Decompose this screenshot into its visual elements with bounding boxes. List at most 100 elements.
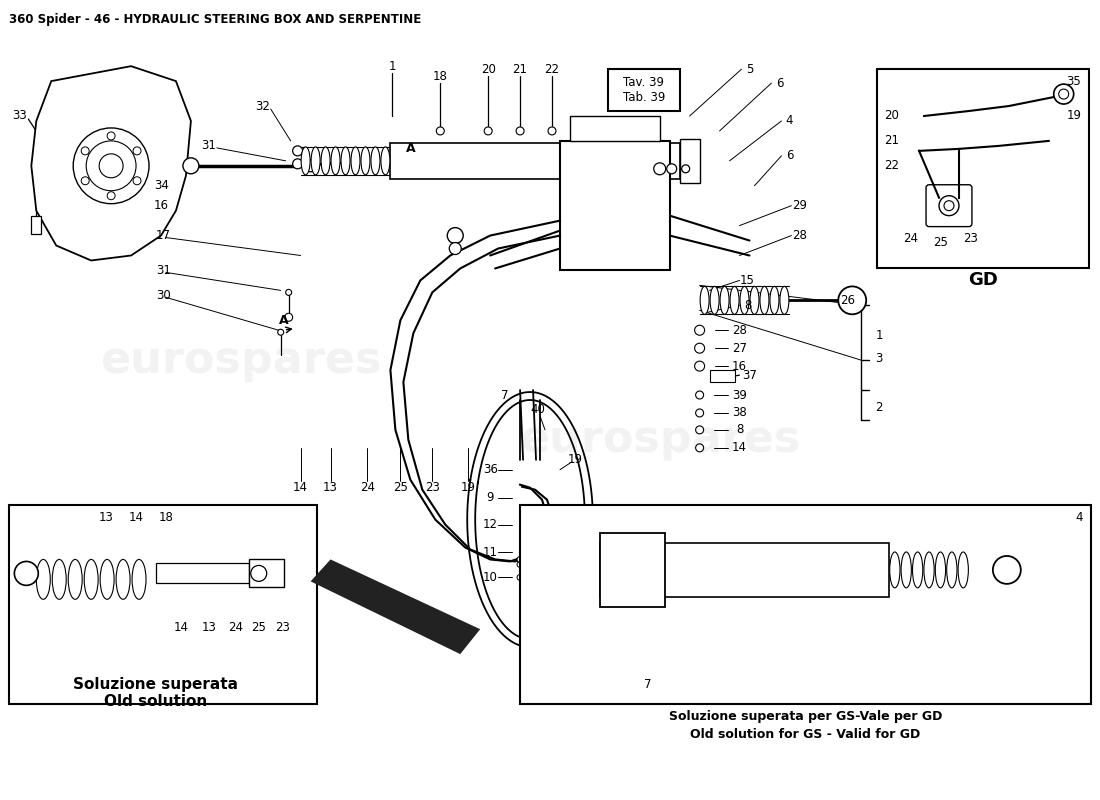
Ellipse shape [53,559,66,599]
Circle shape [277,330,284,335]
Text: 23: 23 [964,232,978,245]
Text: 24: 24 [229,621,243,634]
Text: 19: 19 [1066,110,1081,122]
Bar [390,143,680,178]
Ellipse shape [100,559,114,599]
Circle shape [695,426,704,434]
Text: 20: 20 [481,62,496,76]
Circle shape [682,165,690,173]
Text: 4: 4 [785,114,793,127]
Circle shape [517,562,524,567]
Text: 32: 32 [255,99,271,113]
Ellipse shape [321,147,330,174]
Text: 4: 4 [1075,511,1082,524]
Text: 35: 35 [1066,74,1081,88]
Circle shape [99,154,123,178]
Ellipse shape [361,147,370,174]
Text: 12: 12 [483,518,497,531]
Circle shape [484,127,492,135]
Text: 14: 14 [293,481,308,494]
Circle shape [548,127,556,135]
Text: 360 Spider - 46 - HYDRAULIC STEERING BOX AND SERPENTINE: 360 Spider - 46 - HYDRAULIC STEERING BOX… [10,14,421,26]
Text: 5: 5 [746,62,754,76]
Text: 36: 36 [483,463,497,476]
Circle shape [133,177,141,185]
Ellipse shape [311,147,320,174]
Text: 25: 25 [393,481,408,494]
Text: 28: 28 [792,229,806,242]
Circle shape [695,444,704,452]
Text: 6: 6 [776,77,783,90]
Bar [31,216,42,234]
Circle shape [107,132,116,140]
Text: 19: 19 [461,481,475,494]
Text: 7: 7 [502,389,509,402]
Text: 8: 8 [744,299,751,312]
Polygon shape [310,559,481,654]
Text: 27: 27 [732,342,747,354]
Circle shape [74,128,148,204]
Text: 2: 2 [876,402,883,414]
Ellipse shape [924,552,934,588]
Ellipse shape [958,552,968,588]
Circle shape [293,159,303,169]
Circle shape [437,127,444,135]
Text: Old solution for GS - Valid for GD: Old solution for GS - Valid for GD [690,728,921,742]
Text: 40: 40 [530,403,546,417]
Text: 29: 29 [792,199,807,212]
Circle shape [694,361,705,371]
Text: Tav. 39
Tab. 39: Tav. 39 Tab. 39 [623,76,666,104]
Text: A: A [406,142,415,155]
Polygon shape [31,66,191,261]
Circle shape [107,192,116,200]
Circle shape [944,201,954,210]
Circle shape [81,147,89,155]
Circle shape [517,557,524,562]
Circle shape [286,290,292,295]
Text: 37: 37 [742,369,757,382]
Text: 38: 38 [733,406,747,419]
Text: 23: 23 [275,621,290,634]
Circle shape [695,391,704,399]
Ellipse shape [750,286,759,314]
Text: 24: 24 [360,481,375,494]
Bar [877,69,1089,269]
FancyBboxPatch shape [926,185,972,226]
Ellipse shape [85,559,98,599]
Text: 11: 11 [483,546,497,559]
Text: 31: 31 [201,139,217,152]
Bar [249,559,284,587]
Ellipse shape [947,552,957,588]
Bar [600,533,664,607]
Bar [10,505,317,704]
Bar [710,370,735,382]
Text: 26: 26 [839,294,855,307]
Circle shape [667,164,676,174]
Circle shape [939,196,959,216]
Ellipse shape [711,286,719,314]
Text: 13: 13 [323,481,338,494]
Text: 24: 24 [903,232,918,245]
Circle shape [448,228,463,243]
Ellipse shape [720,286,729,314]
Ellipse shape [301,147,310,174]
Text: eurospares: eurospares [100,338,382,382]
Circle shape [293,146,303,156]
Text: 1: 1 [388,60,396,73]
Bar [156,563,249,583]
Text: 28: 28 [733,324,747,337]
Circle shape [1058,89,1069,99]
Text: 22: 22 [883,159,899,172]
Text: A: A [279,314,288,326]
Circle shape [838,286,866,314]
Ellipse shape [890,552,900,588]
Text: 23: 23 [425,481,440,494]
Text: Old solution: Old solution [104,694,208,710]
Ellipse shape [341,147,350,174]
Text: 25: 25 [934,236,948,249]
Circle shape [86,141,136,190]
Ellipse shape [700,286,710,314]
Circle shape [305,160,317,172]
Bar [570,116,660,141]
Bar [560,141,670,270]
